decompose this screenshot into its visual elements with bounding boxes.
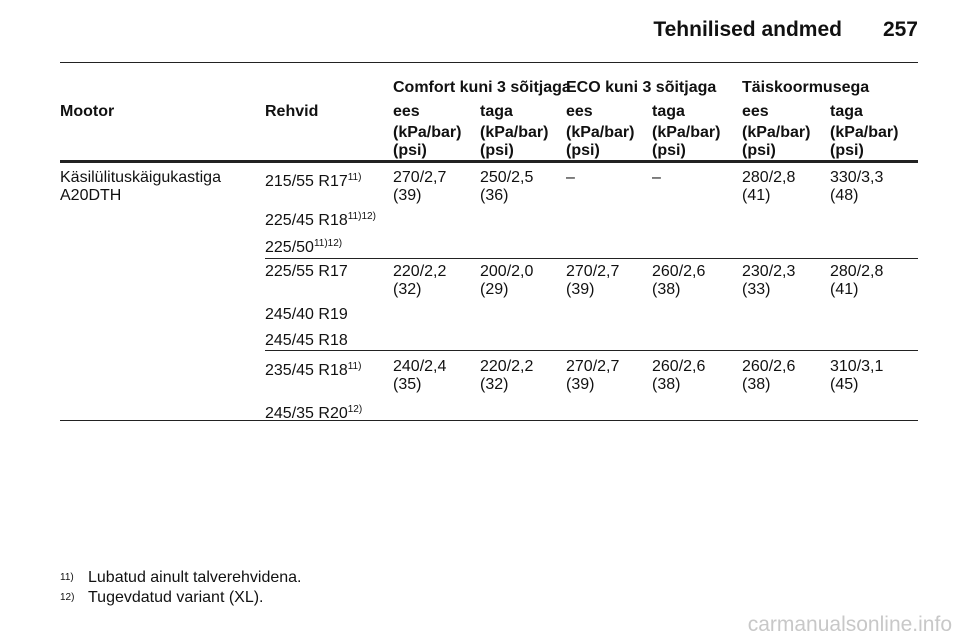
tire-size: 235/45 R18 <box>265 362 348 379</box>
pressure: 310/3,1 <box>830 358 884 375</box>
tire-size: 225/50 <box>265 239 314 256</box>
pressure: – <box>652 169 661 186</box>
unit-label: (kPa/bar) <box>830 124 899 141</box>
group-rule <box>265 350 918 351</box>
pressure: (33) <box>742 281 771 298</box>
unit-label: (psi) <box>652 142 686 159</box>
pressure: (48) <box>830 187 859 204</box>
group-header: Täiskoormusega <box>742 79 870 96</box>
pressure: 260/2,6 <box>742 358 796 375</box>
footnote-ref: 12) <box>347 404 363 415</box>
pressure: 330/3,3 <box>830 169 884 186</box>
tire-size: 245/45 R18 <box>265 332 348 349</box>
column-header: taga <box>652 103 685 120</box>
table-head-rule <box>60 160 918 163</box>
footnote-ref: 11)12) <box>347 211 376 222</box>
tire: 245/35 R2012) <box>265 401 362 423</box>
column-header: ees <box>742 103 769 120</box>
footnote-mark: 11) <box>60 572 74 583</box>
tire-size: 225/55 R17 <box>265 263 348 280</box>
tire: 245/40 R19 <box>265 306 348 324</box>
pressure: 250/2,5 <box>480 169 534 186</box>
pressure: 220/2,2 <box>393 263 447 280</box>
pressure: 260/2,6 <box>652 263 706 280</box>
pressure: (38) <box>652 281 681 298</box>
unit-label: (kPa/bar) <box>652 124 721 141</box>
header-rule <box>60 62 918 63</box>
tire: 225/55 R17 <box>265 263 348 281</box>
unit-label: (psi) <box>393 142 427 159</box>
group-rule <box>265 258 918 259</box>
pressure: 260/2,6 <box>652 358 706 375</box>
watermark: carmanualsonline.info <box>747 613 952 636</box>
table-end-rule <box>60 420 918 421</box>
pressure: (32) <box>393 281 422 298</box>
engine: Käsilülituskäigukastiga <box>60 169 221 186</box>
unit-label: (kPa/bar) <box>566 124 635 141</box>
pressure: (29) <box>480 281 509 298</box>
unit-label: (psi) <box>566 142 600 159</box>
column-header: taga <box>480 103 513 120</box>
tire-size: 245/35 R20 <box>265 405 348 422</box>
pressure: (39) <box>393 187 422 204</box>
footnote-mark: 12) <box>60 592 75 603</box>
footnote-text: Tugevdatud variant (XL). <box>88 589 264 606</box>
pressure: 270/2,7 <box>393 169 447 186</box>
footnote-ref: 11) <box>347 361 362 372</box>
pressure: 270/2,7 <box>566 263 620 280</box>
footnote-ref: 11)12) <box>313 238 343 249</box>
column-header: Mootor <box>60 103 115 120</box>
column-header: taga <box>830 103 863 120</box>
pressure: (38) <box>652 376 681 393</box>
pressure: (39) <box>566 281 595 298</box>
pressure: (32) <box>480 376 509 393</box>
pressure: – <box>566 169 575 186</box>
pressure: 280/2,8 <box>830 263 884 280</box>
tire: 245/45 R18 <box>265 332 348 350</box>
tire: 235/45 R1811) <box>265 358 361 380</box>
header-title: Tehnilised andmed <box>653 18 842 41</box>
unit-label: (kPa/bar) <box>742 124 811 141</box>
pressure: (35) <box>393 376 422 393</box>
engine: A20DTH <box>60 187 122 204</box>
tire: 225/45 R1811)12) <box>265 208 376 230</box>
tire-size: 245/40 R19 <box>265 306 348 323</box>
pressure: (38) <box>742 376 771 393</box>
pressure: (39) <box>566 376 595 393</box>
pressure: (45) <box>830 376 859 393</box>
pressure: 270/2,7 <box>566 358 620 375</box>
unit-label: (psi) <box>742 142 776 159</box>
tire: 215/55 R1711) <box>265 169 361 191</box>
unit-label: (psi) <box>830 142 864 159</box>
unit-label: (kPa/bar) <box>480 124 549 141</box>
pressure: 220/2,2 <box>480 358 534 375</box>
footnote-text: Lubatud ainult talverehvidena. <box>88 569 302 586</box>
pressure: 200/2,0 <box>480 263 534 280</box>
pressure: 240/2,4 <box>393 358 447 375</box>
group-header: ECO kuni 3 sõitjaga <box>566 79 717 96</box>
pressure: (41) <box>742 187 771 204</box>
column-header: ees <box>393 103 420 120</box>
pressure: (41) <box>830 281 859 298</box>
pressure: 230/2,3 <box>742 263 796 280</box>
column-header: ees <box>566 103 593 120</box>
unit-label: (kPa/bar) <box>393 124 462 141</box>
footnote-ref: 11) <box>347 172 362 183</box>
tire-size: 215/55 R17 <box>265 173 348 190</box>
column-header: Rehvid <box>265 103 319 120</box>
tire: 225/5011)12) <box>265 235 342 257</box>
pressure: (36) <box>480 187 509 204</box>
unit-label: (psi) <box>480 142 514 159</box>
tire-size: 225/45 R18 <box>265 212 348 229</box>
group-header: Comfort kuni 3 sõitjaga <box>393 79 571 96</box>
page-number: 257 <box>882 18 918 41</box>
pressure: 280/2,8 <box>742 169 796 186</box>
